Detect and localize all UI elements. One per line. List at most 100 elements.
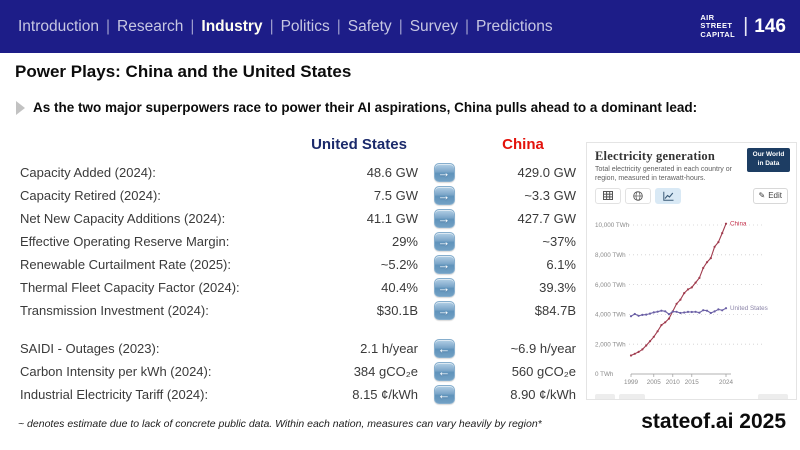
metric-label: Carbon Intensity per kWh (2024): xyxy=(20,364,212,379)
nav-item-survey[interactable]: Survey xyxy=(409,17,458,35)
arrow-right-icon: → xyxy=(433,186,455,205)
metric-row: Thermal Fleet Capacity Factor (2024): 40… xyxy=(20,276,576,299)
table-header-row: United States China xyxy=(20,136,576,153)
nav-item-research[interactable]: Research xyxy=(117,17,184,35)
arrow-right-icon: → xyxy=(433,255,455,274)
us-value: 29% xyxy=(391,234,418,249)
metric-label: Industrial Electricity Tariff (2024): xyxy=(20,387,209,402)
metric-label: Capacity Retired (2024): xyxy=(20,188,161,203)
metric-label: SAIDI - Outages (2023): xyxy=(20,341,160,356)
edit-button[interactable]: ✎ Edit xyxy=(752,187,788,204)
subtitle-text: As the two major superpowers race to pow… xyxy=(33,100,698,115)
cutoff-footer-hint xyxy=(619,394,645,399)
comparison-table: United States China Capacity Added (2024… xyxy=(20,136,576,406)
china-value: 39.3% xyxy=(539,280,576,295)
china-value: ~37% xyxy=(542,234,576,249)
svg-text:2,000 TWh: 2,000 TWh xyxy=(595,341,626,348)
arrow-right-icon: → xyxy=(433,278,455,297)
svg-text:1999: 1999 xyxy=(624,379,639,386)
nav-item-politics[interactable]: Politics xyxy=(280,17,330,35)
table-view-button[interactable] xyxy=(595,187,621,204)
map-view-button[interactable] xyxy=(625,187,651,204)
chart-title: Electricity generation xyxy=(595,149,715,163)
china-value: 427.7 GW xyxy=(517,211,576,226)
air-street-capital-logo: AIR STREET CAPITAL | 146 xyxy=(700,12,786,40)
us-value: 8.15 ¢/kWh xyxy=(352,387,418,402)
chart-header: Electricity generation Total electricity… xyxy=(587,143,796,184)
table-rows: Capacity Added (2024): 48.6 GW → 429.0 G… xyxy=(20,161,576,406)
us-value: 2.1 h/year xyxy=(360,341,418,356)
metric-label: Effective Operating Reserve Margin: xyxy=(20,234,230,249)
metric-label: Renewable Curtailment Rate (2025): xyxy=(20,257,231,272)
chart-subtitle: Total electricity generated in each coun… xyxy=(595,166,732,183)
nav-separator: | xyxy=(190,17,195,35)
nav-item-predictions[interactable]: Predictions xyxy=(476,17,553,35)
nav-item-safety[interactable]: Safety xyxy=(347,17,392,35)
pencil-icon: ✎ xyxy=(758,191,766,201)
svg-text:0 TWh: 0 TWh xyxy=(595,371,614,378)
nav-separator: | xyxy=(464,17,469,35)
page-title: Power Plays: China and the United States xyxy=(15,62,352,81)
arrow-cell: → xyxy=(418,186,470,205)
arrow-cell: ← xyxy=(418,385,470,404)
logo-line: AIR xyxy=(700,12,715,22)
stateof-ai-branding: stateof.ai 2025 xyxy=(641,410,786,433)
footnote: ~ denotes estimate due to lack of concre… xyxy=(18,418,542,430)
badge-line: Our World xyxy=(752,151,785,158)
logo-line: CAPITAL xyxy=(700,29,736,39)
table-icon xyxy=(603,191,613,201)
nav-separator: | xyxy=(106,17,111,35)
nav-item-introduction[interactable]: Introduction xyxy=(18,17,99,35)
arrow-right-icon: → xyxy=(433,209,455,228)
arrow-cell: → xyxy=(418,255,470,274)
badge-line: in Data xyxy=(757,159,780,167)
nav-separator: | xyxy=(269,17,274,35)
metric-row: Capacity Added (2024): 48.6 GW → 429.0 G… xyxy=(20,161,576,184)
svg-text:2015: 2015 xyxy=(685,379,700,386)
arrow-right-icon: → xyxy=(433,301,455,320)
our-world-in-data-badge[interactable]: Our World in Data xyxy=(747,148,790,172)
top-nav-bar: Introduction | Research | Industry | Politics |… xyxy=(0,0,800,53)
owid-chart-card: Electricity generation Total electricity… xyxy=(586,142,797,400)
edit-button-label: Edit xyxy=(768,191,782,201)
cutoff-footer-hint xyxy=(595,394,615,399)
line-chart-view-button[interactable] xyxy=(655,187,681,204)
china-value: 6.1% xyxy=(546,257,576,272)
page-number-block: | 146 xyxy=(743,15,786,38)
globe-icon xyxy=(633,191,643,201)
us-value: 48.6 GW xyxy=(366,165,418,180)
svg-text:2005: 2005 xyxy=(647,379,662,386)
svg-text:China: China xyxy=(730,221,747,228)
metric-row: Carbon Intensity per kWh (2024): 384 gCO… xyxy=(20,360,576,383)
metric-row: Net New Capacity Additions (2024): 41.1 … xyxy=(20,207,576,230)
arrow-cell: ← xyxy=(418,339,470,358)
svg-text:8,000 TWh: 8,000 TWh xyxy=(595,252,626,259)
metric-label: Thermal Fleet Capacity Factor (2024): xyxy=(20,280,240,295)
metric-row: Transmission Investment (2024): $30.1B →… xyxy=(20,299,576,322)
metric-label: Transmission Investment (2024): xyxy=(20,303,209,318)
us-value: 41.1 GW xyxy=(366,211,418,226)
metric-label: Net New Capacity Additions (2024): xyxy=(20,211,226,226)
nav-item-industry[interactable]: Industry xyxy=(201,17,263,35)
arrow-right-icon: → xyxy=(433,163,455,182)
section-nav: Introduction | Research | Industry | Politics |… xyxy=(18,18,553,36)
svg-text:6,000 TWh: 6,000 TWh xyxy=(595,282,626,289)
arrow-cell: → xyxy=(418,278,470,297)
china-value: $84.7B xyxy=(534,303,576,318)
us-column-header: United States xyxy=(311,136,407,153)
subtitle-row: As the two major superpowers race to pow… xyxy=(16,100,697,115)
china-value: ~6.9 h/year xyxy=(510,341,576,356)
metric-row: SAIDI - Outages (2023): 2.1 h/year ← ~6.… xyxy=(20,337,576,360)
svg-text:2010: 2010 xyxy=(666,379,681,386)
logo-text: AIR STREET CAPITAL xyxy=(700,12,736,40)
arrow-left-icon: ← xyxy=(433,385,455,404)
metric-row: Renewable Curtailment Rate (2025): ~5.2%… xyxy=(20,253,576,276)
arrow-cell: → xyxy=(418,209,470,228)
nav-separator: | xyxy=(336,17,341,35)
metric-row: Effective Operating Reserve Margin: 29% … xyxy=(20,230,576,253)
metric-label: Capacity Added (2024): xyxy=(20,165,156,180)
arrow-cell: → xyxy=(418,163,470,182)
svg-text:United States: United States xyxy=(730,305,768,312)
arrow-cell: → xyxy=(418,232,470,251)
